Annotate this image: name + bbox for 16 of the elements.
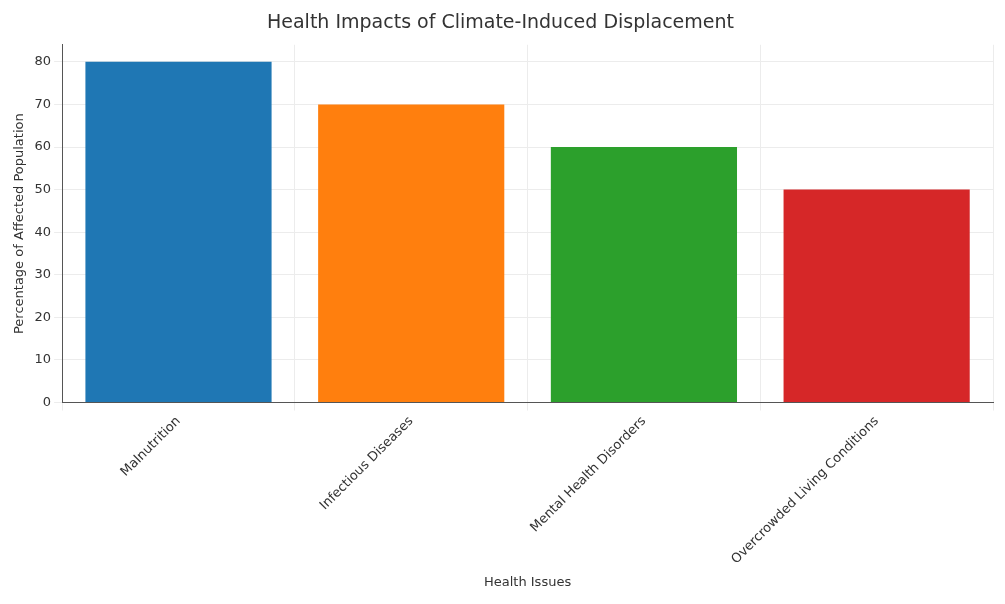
y-tick-label: 80 (34, 53, 52, 69)
y-tick-label: 30 (34, 266, 52, 282)
y-tick-label: 0 (42, 393, 52, 409)
y-tick-label: 10 (34, 351, 52, 367)
bar (85, 61, 272, 403)
y-tick-label: 40 (34, 223, 52, 239)
bar (550, 147, 738, 403)
y-tick-label: 50 (34, 180, 52, 196)
bar (318, 104, 505, 403)
bar (783, 189, 970, 403)
y-tick-label: 60 (34, 138, 52, 154)
x-axis-title: Health Issues (483, 573, 572, 589)
y-axis-title: Percentage of Affected Population (11, 113, 27, 335)
y-tick-label: 20 (34, 308, 52, 324)
y-tick-label: 70 (34, 95, 52, 111)
chart-title: Health Impacts of Climate-Induced Displacement (266, 10, 735, 33)
